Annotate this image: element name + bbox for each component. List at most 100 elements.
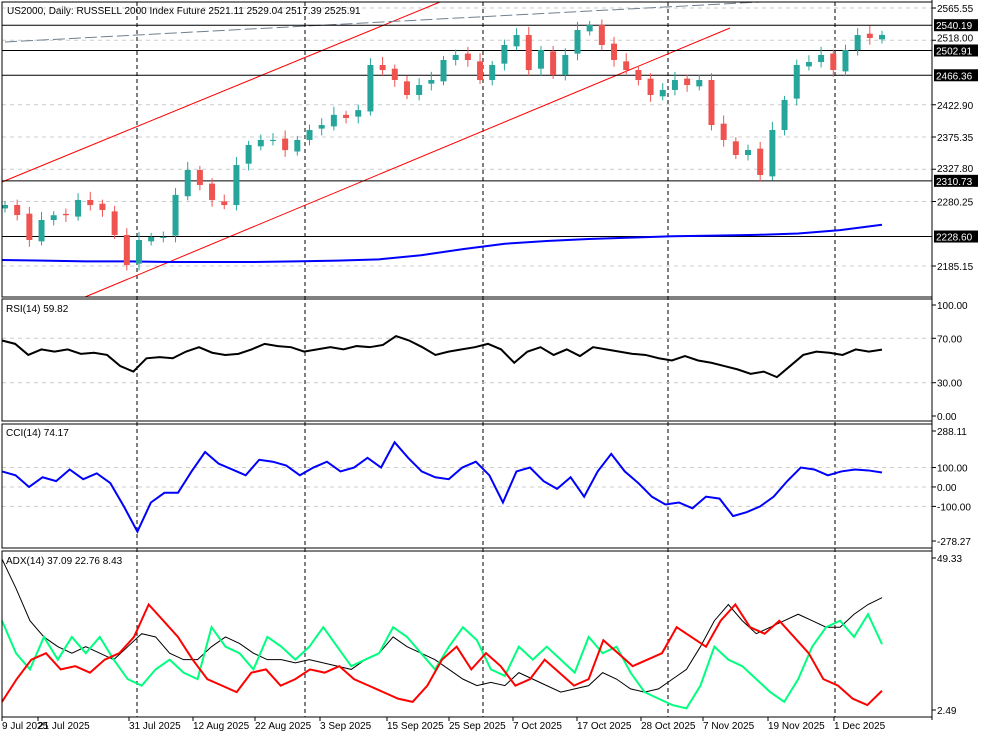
candle[interactable] <box>720 115 727 147</box>
candle[interactable] <box>306 124 313 146</box>
candle[interactable] <box>464 46 471 67</box>
candle[interactable] <box>221 194 228 210</box>
candle[interactable] <box>696 74 703 91</box>
candle[interactable] <box>671 71 678 96</box>
candle[interactable] <box>379 56 386 76</box>
candle[interactable] <box>562 48 569 81</box>
candle[interactable] <box>818 46 825 68</box>
candle[interactable] <box>391 64 398 87</box>
cci-title: CCI(14) 74.17 <box>6 428 69 439</box>
x-tick-label: 22 Aug 2025 <box>255 721 312 732</box>
candle[interactable] <box>343 110 350 124</box>
candle[interactable] <box>87 191 94 211</box>
candle[interactable] <box>598 19 605 51</box>
candle[interactable] <box>233 156 240 211</box>
candle[interactable] <box>769 121 776 181</box>
candle[interactable] <box>550 45 557 80</box>
x-tick-label: 3 Sep 2025 <box>320 721 372 732</box>
candle-body <box>318 125 325 129</box>
candle-body <box>708 79 715 126</box>
trend-dashed-line <box>4 1 761 43</box>
candle[interactable] <box>282 130 289 157</box>
candle[interactable] <box>135 231 142 271</box>
candle[interactable] <box>269 133 276 146</box>
candle[interactable] <box>355 104 362 124</box>
candle[interactable] <box>732 137 739 160</box>
candle[interactable] <box>14 199 21 221</box>
candle[interactable] <box>75 193 82 221</box>
candle[interactable] <box>501 39 508 71</box>
candle[interactable] <box>635 65 642 86</box>
candle[interactable] <box>854 28 861 56</box>
candle[interactable] <box>172 188 179 243</box>
adx-line <box>1 558 883 693</box>
candle[interactable] <box>623 53 630 75</box>
candle[interactable] <box>489 60 496 86</box>
candle-body <box>659 89 666 97</box>
candle[interactable] <box>574 21 581 61</box>
candle[interactable] <box>537 45 544 76</box>
candle[interactable] <box>525 26 532 76</box>
candle[interactable] <box>416 78 423 101</box>
candle[interactable] <box>611 36 618 67</box>
candle-body <box>75 199 82 217</box>
candle[interactable] <box>50 211 57 226</box>
candle-body <box>635 70 642 80</box>
indicator-tick-label: 49.33 <box>937 554 962 565</box>
candle[interactable] <box>440 55 447 86</box>
candle[interactable] <box>866 25 873 45</box>
candle[interactable] <box>781 95 788 136</box>
indicator-panes[interactable] <box>1 334 883 710</box>
candle[interactable] <box>757 141 764 182</box>
candle-body <box>257 139 264 147</box>
candle[interactable] <box>62 208 69 223</box>
candle[interactable] <box>2 200 8 213</box>
candle[interactable] <box>513 28 520 51</box>
candle[interactable] <box>793 59 800 106</box>
candle[interactable] <box>830 49 837 77</box>
candle[interactable] <box>684 74 691 92</box>
rsi-title: RSI(14) 59.82 <box>6 304 69 315</box>
candle[interactable] <box>294 135 301 156</box>
candle[interactable] <box>659 83 666 101</box>
indicator-tick-label: -100.00 <box>937 502 971 513</box>
candle[interactable] <box>257 134 264 151</box>
candle[interactable] <box>330 106 337 131</box>
level-price-tag <box>934 174 978 187</box>
candle[interactable] <box>745 144 752 161</box>
candle[interactable] <box>805 55 812 71</box>
candle[interactable] <box>318 118 325 136</box>
candle[interactable] <box>26 206 33 247</box>
candle-body <box>866 33 873 39</box>
candle[interactable] <box>452 49 459 66</box>
symbol-label: US2000, Daily: <box>7 6 74 17</box>
candle[interactable] <box>647 73 654 102</box>
candle[interactable] <box>209 178 216 207</box>
candle[interactable] <box>586 20 593 36</box>
candle-body <box>245 144 252 164</box>
candle-body <box>525 35 532 71</box>
candle[interactable] <box>99 199 106 217</box>
candle[interactable] <box>842 44 849 76</box>
price-pane[interactable] <box>1 1 932 298</box>
candle[interactable] <box>38 211 45 246</box>
candle[interactable] <box>245 140 252 171</box>
candle[interactable] <box>708 73 715 131</box>
candle[interactable] <box>111 205 118 240</box>
candle[interactable] <box>367 58 374 116</box>
candle[interactable] <box>403 75 410 100</box>
candle-body <box>306 129 313 140</box>
candle[interactable] <box>123 228 130 271</box>
candle[interactable] <box>879 30 885 44</box>
candle-body <box>501 44 508 64</box>
candle[interactable] <box>184 161 191 201</box>
candle[interactable] <box>148 232 155 246</box>
candle[interactable] <box>196 165 203 191</box>
candle[interactable] <box>160 231 167 243</box>
level-price-tag <box>934 19 978 32</box>
candle[interactable] <box>428 71 435 91</box>
candle[interactable] <box>477 53 484 85</box>
x-tick-label: 7 Oct 2025 <box>513 721 562 732</box>
